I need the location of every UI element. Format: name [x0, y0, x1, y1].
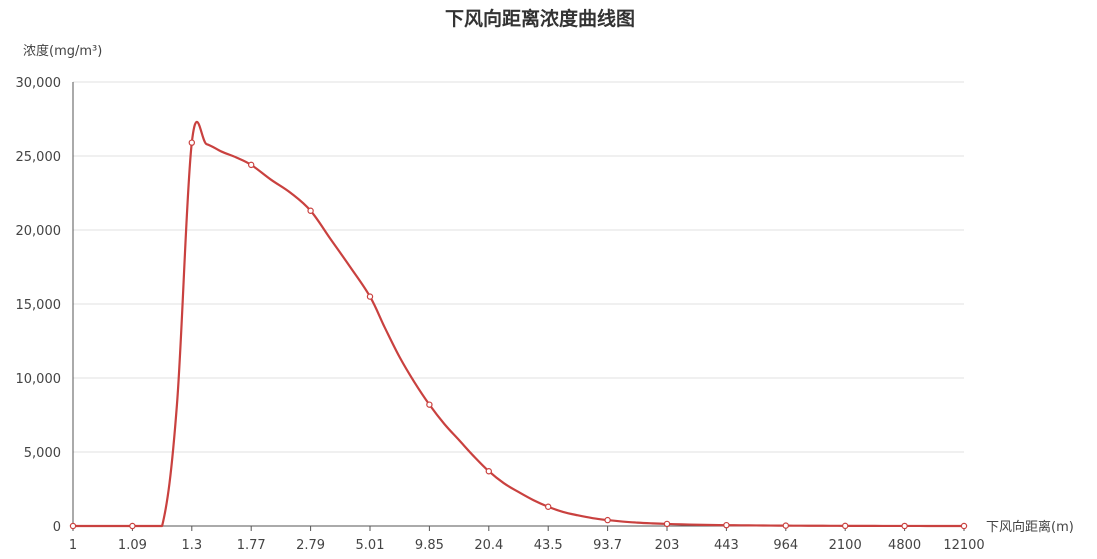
- data-point[interactable]: [960, 522, 968, 530]
- data-point[interactable]: [426, 401, 433, 408]
- y-tick-label: 25,000: [16, 150, 62, 165]
- data-point[interactable]: [663, 520, 671, 528]
- x-tick-label: 1.3: [181, 538, 202, 553]
- x-tick-label: 9.85: [415, 538, 444, 553]
- chart-title: 下风向距离浓度曲线图: [445, 7, 635, 30]
- x-tick-label: 2.79: [296, 538, 325, 553]
- x-tick-label: 93.7: [593, 538, 622, 553]
- x-tick-label: 12100: [943, 538, 984, 553]
- x-tick-label: 20.4: [474, 538, 503, 553]
- data-point[interactable]: [129, 522, 136, 530]
- x-tick-label: 1.77: [237, 538, 266, 553]
- series: [69, 120, 968, 530]
- data-point[interactable]: [247, 161, 255, 169]
- x-tick-label: 43.5: [534, 538, 563, 553]
- x-tick-label: 1: [69, 538, 77, 553]
- y-tick-label: 15,000: [16, 298, 62, 313]
- data-point[interactable]: [782, 522, 790, 529]
- x-tick-label: 1.09: [118, 538, 147, 553]
- y-tick-label: 20,000: [16, 224, 62, 239]
- grid: [73, 81, 964, 453]
- x-axis-label: 下风向距离(m): [986, 519, 1074, 535]
- x-tick-label: 2100: [829, 538, 862, 553]
- x-axis: 1 1.09 1.3 1.77 2.79 5.01 9.85 20.4 43.5 93.7 203 4…: [69, 82, 985, 553]
- data-point[interactable]: [307, 207, 314, 214]
- y-axis-label: 浓度(mg/m³): [23, 43, 102, 59]
- y-tick-label: 0: [53, 520, 61, 535]
- y-tick-label: 10,000: [16, 372, 62, 387]
- y-tick-label: 5,000: [24, 446, 61, 461]
- data-point[interactable]: [723, 521, 730, 529]
- series-line: [71, 120, 966, 528]
- x-tick-label: 5.01: [356, 538, 385, 553]
- data-point[interactable]: [366, 293, 374, 300]
- data-point[interactable]: [842, 522, 849, 530]
- y-axis-ticks: 0 5,000 10,000 15,000 20,000 25,000 30,000: [16, 76, 62, 535]
- x-tick-label: 203: [655, 538, 680, 553]
- x-tick-label: 4800: [888, 538, 921, 553]
- y-tick-label: 30,000: [16, 76, 62, 91]
- data-point[interactable]: [69, 522, 77, 530]
- data-point[interactable]: [188, 139, 195, 146]
- x-tick-label: 964: [773, 538, 798, 553]
- data-point[interactable]: [901, 522, 908, 530]
- x-tick-label: 443: [714, 538, 739, 553]
- data-point[interactable]: [485, 468, 492, 475]
- data-point[interactable]: [604, 516, 611, 524]
- data-point[interactable]: [545, 503, 552, 510]
